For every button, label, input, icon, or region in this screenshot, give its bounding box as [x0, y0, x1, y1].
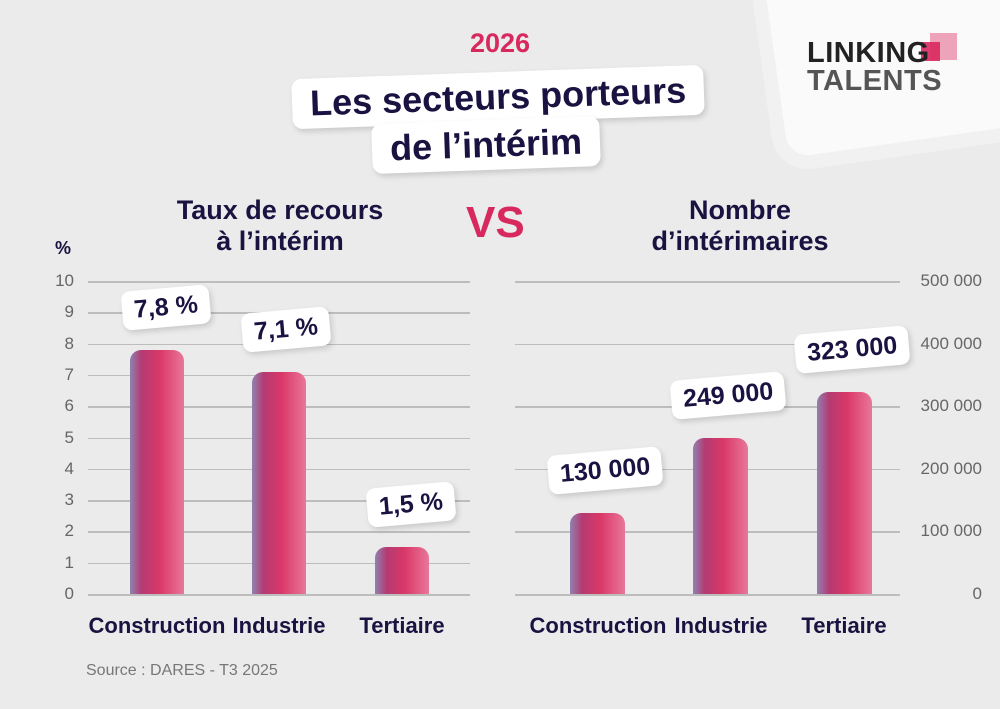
gridline — [88, 594, 470, 596]
y-tick-label: 0 — [972, 584, 982, 603]
y-tick-label: 200 000 — [920, 458, 982, 478]
y-tick-label: 3 — [64, 490, 74, 510]
category-label: Tertiaire — [359, 613, 445, 638]
right-title-1: Nombre — [688, 195, 791, 225]
vs-label: VS — [466, 198, 525, 247]
bar — [570, 512, 625, 594]
bar — [375, 547, 429, 594]
y-tick-label: 6 — [64, 396, 74, 416]
category-label: Tertiaire — [801, 613, 887, 638]
left-title-1: Taux de recours — [176, 195, 384, 225]
y-tick-label: 100 000 — [920, 521, 982, 541]
y-tick-label: 4 — [64, 458, 74, 478]
data-label: 7,8 % — [120, 284, 212, 331]
right-title-2: d’intérimaires — [651, 226, 829, 256]
y-tick-label: 7 — [64, 364, 74, 384]
title-line-2: de l’intérim — [371, 116, 601, 174]
y-tick-label: 500 000 — [920, 271, 982, 290]
category-label: Construction — [88, 613, 226, 638]
y-tick-label: 8 — [64, 333, 74, 353]
data-label: 323 000 — [793, 324, 911, 374]
gridline — [88, 281, 470, 283]
gridline — [515, 594, 900, 596]
bar — [252, 371, 306, 594]
logo-square-front — [921, 42, 940, 61]
source: Source : DARES - T3 2025 — [86, 662, 278, 679]
logo-text-2: TALENTS — [807, 65, 943, 97]
category-label: Construction — [529, 613, 667, 638]
category-label: Industrie — [232, 613, 326, 638]
y-tick-label: 2 — [64, 521, 74, 541]
gridline — [515, 281, 900, 283]
y-tick-label: 1 — [64, 552, 74, 572]
y-tick-label: 400 000 — [920, 333, 982, 353]
logo-text-1: LINKING — [807, 37, 930, 69]
bar — [817, 391, 872, 594]
y-axis-unit: % — [55, 238, 72, 258]
y-tick-label: 0 — [64, 584, 74, 603]
left-title-2: à l’intérim — [216, 226, 344, 256]
bar — [693, 438, 748, 594]
year: 2026 — [469, 28, 531, 58]
category-label: Industrie — [674, 613, 768, 638]
gridline — [515, 343, 900, 346]
data-label: 1,5 % — [365, 481, 457, 528]
y-tick-label: 5 — [64, 427, 74, 447]
logo: LINKING TALENTS — [807, 33, 967, 108]
data-label: 130 000 — [546, 445, 664, 495]
data-label: 7,1 % — [240, 306, 332, 353]
data-label: 249 000 — [669, 371, 787, 421]
y-tick-label: 9 — [64, 302, 74, 322]
y-tick-label: 300 000 — [920, 396, 982, 416]
bar — [130, 349, 184, 594]
y-tick-label: 10 — [55, 271, 74, 290]
right-chart-title: Nombre d’intérimaires — [590, 195, 890, 257]
left-chart-title: Taux de recours à l’intérim — [130, 195, 430, 257]
